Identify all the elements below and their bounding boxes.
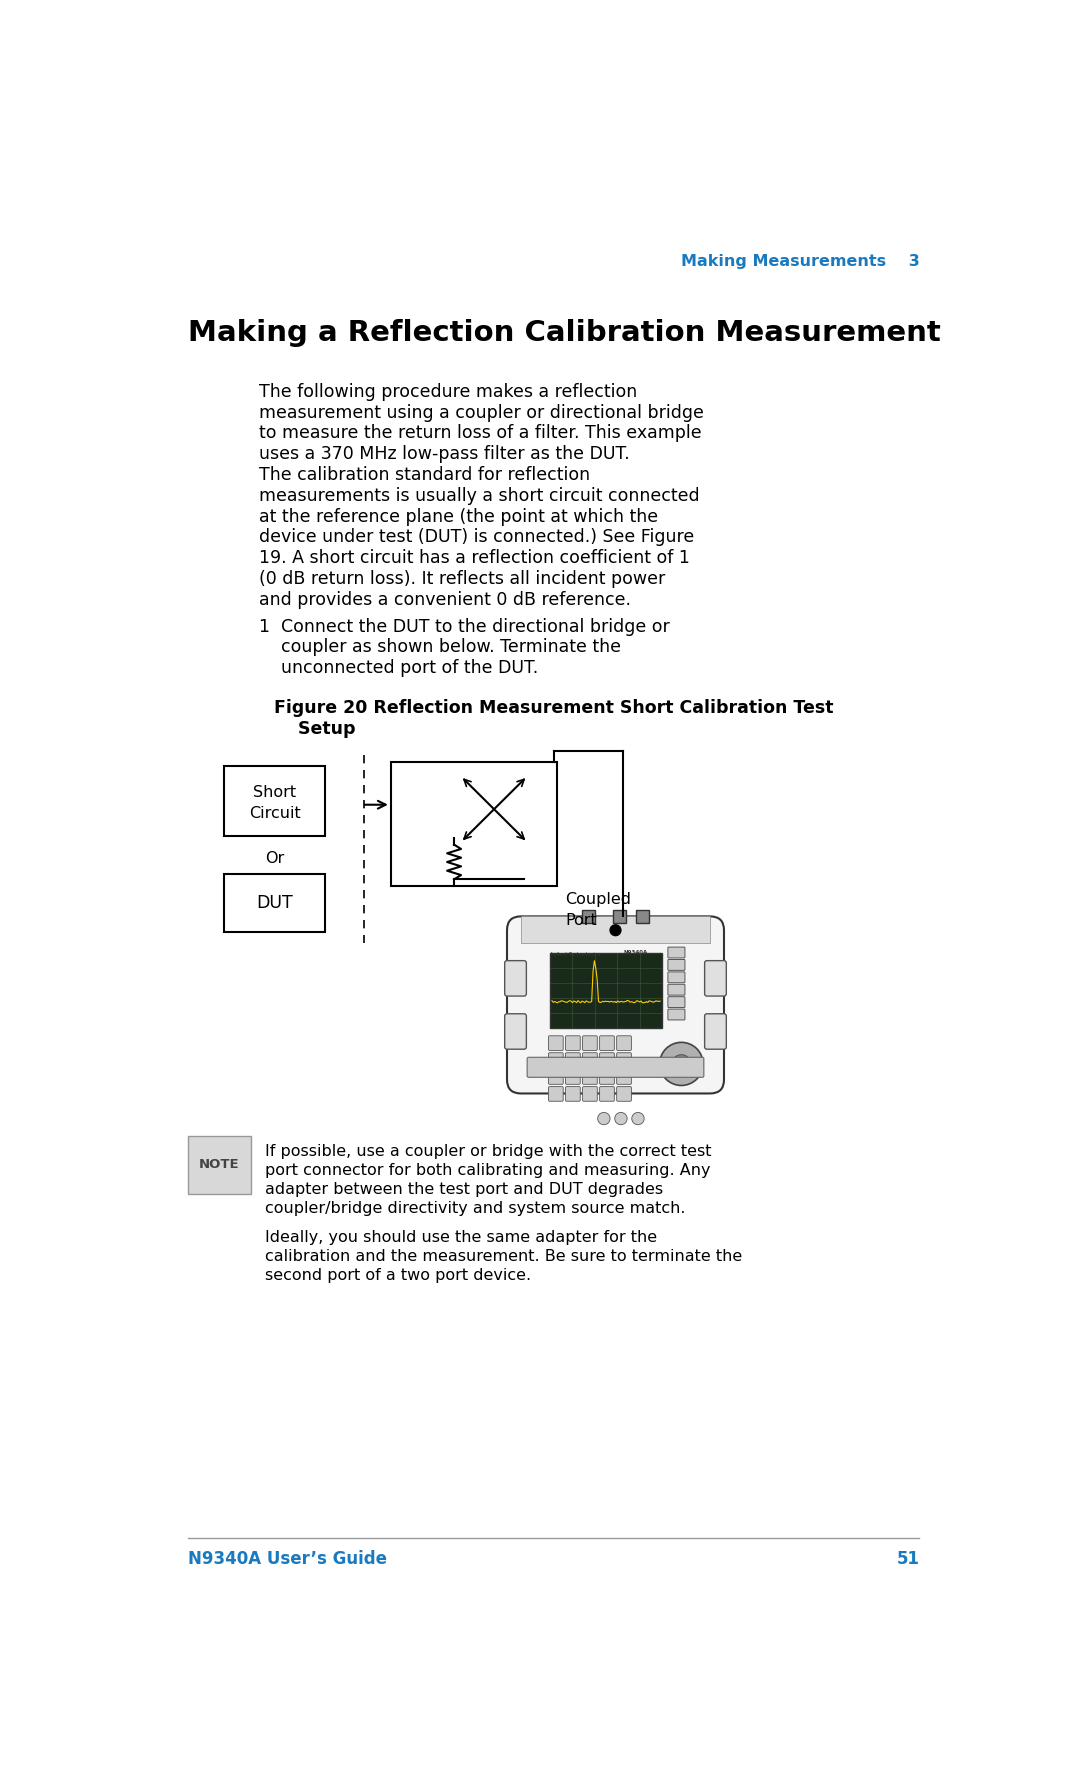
Text: 19. A short circuit has a reflection coefficient of 1: 19. A short circuit has a reflection coe… — [259, 549, 690, 567]
Text: Coupled
Port: Coupled Port — [565, 893, 631, 928]
FancyBboxPatch shape — [566, 1053, 580, 1067]
Circle shape — [615, 1113, 627, 1125]
Circle shape — [610, 925, 621, 935]
Text: uses a 370 MHz low-pass filter as the DUT.: uses a 370 MHz low-pass filter as the DU… — [259, 444, 630, 462]
FancyBboxPatch shape — [599, 1070, 615, 1085]
FancyBboxPatch shape — [507, 916, 724, 1093]
Text: Agilent Technologies: Agilent Technologies — [550, 953, 599, 957]
Text: unconnected port of the DUT.: unconnected port of the DUT. — [259, 660, 538, 677]
Text: adapter between the test port and DUT degrades: adapter between the test port and DUT de… — [266, 1182, 663, 1197]
Circle shape — [660, 1042, 703, 1085]
Circle shape — [597, 1113, 610, 1125]
FancyBboxPatch shape — [599, 1037, 615, 1051]
Text: 51: 51 — [896, 1550, 919, 1568]
FancyBboxPatch shape — [667, 960, 685, 971]
FancyBboxPatch shape — [617, 1037, 632, 1051]
FancyBboxPatch shape — [527, 1058, 704, 1077]
FancyBboxPatch shape — [667, 948, 685, 958]
FancyBboxPatch shape — [582, 1053, 597, 1067]
FancyBboxPatch shape — [566, 1037, 580, 1051]
FancyBboxPatch shape — [599, 1086, 615, 1101]
FancyBboxPatch shape — [549, 1070, 563, 1085]
FancyBboxPatch shape — [549, 1037, 563, 1051]
FancyBboxPatch shape — [667, 1010, 685, 1021]
Text: N9340A: N9340A — [623, 949, 648, 955]
FancyBboxPatch shape — [549, 1053, 563, 1067]
Text: The calibration standard for reflection: The calibration standard for reflection — [259, 466, 590, 484]
Text: If possible, use a coupler or bridge with the correct test: If possible, use a coupler or bridge wit… — [266, 1143, 712, 1159]
Text: Ideally, you should use the same adapter for the: Ideally, you should use the same adapter… — [266, 1230, 658, 1245]
Text: at the reference plane (the point at which the: at the reference plane (the point at whi… — [259, 507, 658, 526]
Text: The following procedure makes a reflection: The following procedure makes a reflecti… — [259, 382, 637, 400]
FancyBboxPatch shape — [704, 1013, 727, 1049]
Text: Short
Circuit: Short Circuit — [248, 786, 300, 821]
FancyBboxPatch shape — [504, 960, 526, 996]
Text: Setup: Setup — [274, 720, 356, 738]
Text: calibration and the measurement. Be sure to terminate the: calibration and the measurement. Be sure… — [266, 1248, 742, 1264]
Text: Figure 20 Reflection Measurement Short Calibration Test: Figure 20 Reflection Measurement Short C… — [274, 699, 834, 717]
Text: NOTE: NOTE — [199, 1157, 240, 1172]
FancyBboxPatch shape — [617, 1053, 632, 1067]
Text: measurement using a coupler or directional bridge: measurement using a coupler or direction… — [259, 404, 704, 421]
Bar — [225, 766, 325, 836]
Text: (0 dB return loss). It reflects all incident power: (0 dB return loss). It reflects all inci… — [259, 571, 665, 589]
Text: device under test (DUT) is connected.) See Figure: device under test (DUT) is connected.) S… — [259, 528, 694, 546]
FancyBboxPatch shape — [566, 1070, 580, 1085]
Text: to measure the return loss of a filter. This example: to measure the return loss of a filter. … — [259, 425, 702, 443]
Text: Making Measurements    3: Making Measurements 3 — [680, 254, 919, 268]
Bar — [550, 953, 662, 1028]
Text: coupler/bridge directivity and system source match.: coupler/bridge directivity and system so… — [266, 1202, 686, 1216]
Text: measurements is usually a short circuit connected: measurements is usually a short circuit … — [259, 487, 700, 505]
FancyBboxPatch shape — [549, 1086, 563, 1101]
Text: N9340A User’s Guide: N9340A User’s Guide — [188, 1550, 387, 1568]
FancyBboxPatch shape — [617, 1086, 632, 1101]
FancyBboxPatch shape — [566, 1086, 580, 1101]
FancyBboxPatch shape — [599, 1053, 615, 1067]
Bar — [582, 910, 595, 923]
Bar — [613, 910, 625, 923]
Bar — [636, 910, 649, 923]
Text: Making a Reflection Calibration Measurement: Making a Reflection Calibration Measurem… — [188, 318, 941, 347]
Text: and provides a convenient 0 dB reference.: and provides a convenient 0 dB reference… — [259, 590, 631, 608]
FancyBboxPatch shape — [704, 960, 727, 996]
FancyBboxPatch shape — [667, 985, 685, 996]
Circle shape — [672, 1054, 691, 1074]
Text: port connector for both calibrating and measuring. Any: port connector for both calibrating and … — [266, 1163, 711, 1177]
Text: Or: Or — [265, 852, 284, 866]
FancyBboxPatch shape — [667, 997, 685, 1008]
FancyBboxPatch shape — [582, 1086, 597, 1101]
Bar — [521, 916, 710, 944]
Bar — [225, 875, 325, 932]
Bar — [391, 763, 557, 885]
Text: 1  Connect the DUT to the directional bridge or: 1 Connect the DUT to the directional bri… — [259, 617, 670, 635]
Text: second port of a two port device.: second port of a two port device. — [266, 1268, 531, 1284]
FancyBboxPatch shape — [617, 1070, 632, 1085]
Text: coupler as shown below. Terminate the: coupler as shown below. Terminate the — [259, 638, 621, 656]
Text: DUT: DUT — [256, 894, 293, 912]
FancyBboxPatch shape — [504, 1013, 526, 1049]
FancyBboxPatch shape — [667, 973, 685, 983]
FancyBboxPatch shape — [582, 1037, 597, 1051]
Bar — [188, 1136, 252, 1193]
Circle shape — [632, 1113, 644, 1125]
FancyBboxPatch shape — [582, 1070, 597, 1085]
